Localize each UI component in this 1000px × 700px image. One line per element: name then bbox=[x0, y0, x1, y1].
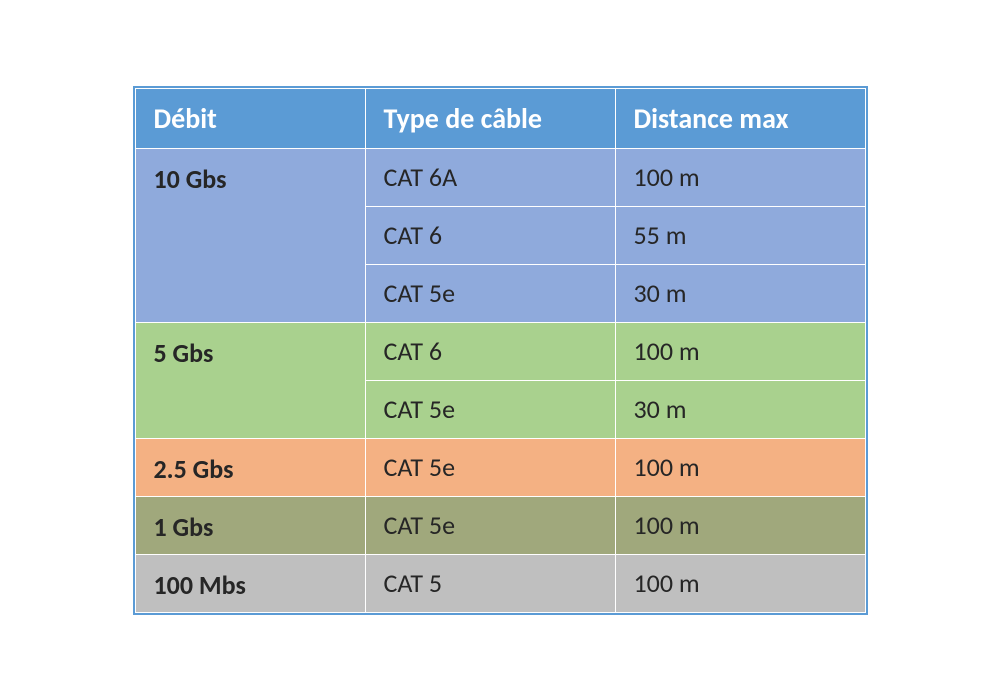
col-header-cable: Type de câble bbox=[365, 88, 615, 148]
table-row: 1 GbsCAT 5e100 m bbox=[135, 496, 865, 554]
table-row: 100 MbsCAT 5100 m bbox=[135, 554, 865, 612]
cell-debit: 100 Mbs bbox=[135, 554, 365, 612]
table-header: Débit Type de câble Distance max bbox=[135, 88, 865, 148]
cell-cable: CAT 5e bbox=[365, 380, 615, 438]
cell-cable: CAT 5e bbox=[365, 496, 615, 554]
col-header-debit: Débit bbox=[135, 88, 365, 148]
cell-cable: CAT 5 bbox=[365, 554, 615, 612]
cell-cable: CAT 5e bbox=[365, 438, 615, 496]
cable-table: Débit Type de câble Distance max 10 GbsC… bbox=[135, 88, 866, 613]
cell-distance: 100 m bbox=[615, 322, 865, 380]
cell-cable: CAT 6 bbox=[365, 206, 615, 264]
table-row: 2.5 GbsCAT 5e100 m bbox=[135, 438, 865, 496]
cell-distance: 100 m bbox=[615, 438, 865, 496]
cell-cable: CAT 6 bbox=[365, 322, 615, 380]
col-header-distance: Distance max bbox=[615, 88, 865, 148]
table-row: 10 GbsCAT 6A100 m bbox=[135, 148, 865, 206]
table-row: 5 GbsCAT 6100 m bbox=[135, 322, 865, 380]
cell-distance: 100 m bbox=[615, 554, 865, 612]
table-body: 10 GbsCAT 6A100 mCAT 655 mCAT 5e30 m5 Gb… bbox=[135, 148, 865, 612]
cell-debit: 10 Gbs bbox=[135, 148, 365, 322]
cell-distance: 55 m bbox=[615, 206, 865, 264]
cell-cable: CAT 6A bbox=[365, 148, 615, 206]
cell-debit: 2.5 Gbs bbox=[135, 438, 365, 496]
cell-distance: 30 m bbox=[615, 264, 865, 322]
cell-distance: 30 m bbox=[615, 380, 865, 438]
header-row: Débit Type de câble Distance max bbox=[135, 88, 865, 148]
cell-debit: 5 Gbs bbox=[135, 322, 365, 438]
cell-debit: 1 Gbs bbox=[135, 496, 365, 554]
cell-cable: CAT 5e bbox=[365, 264, 615, 322]
cell-distance: 100 m bbox=[615, 148, 865, 206]
cell-distance: 100 m bbox=[615, 496, 865, 554]
cable-table-container: Débit Type de câble Distance max 10 GbsC… bbox=[133, 86, 868, 615]
